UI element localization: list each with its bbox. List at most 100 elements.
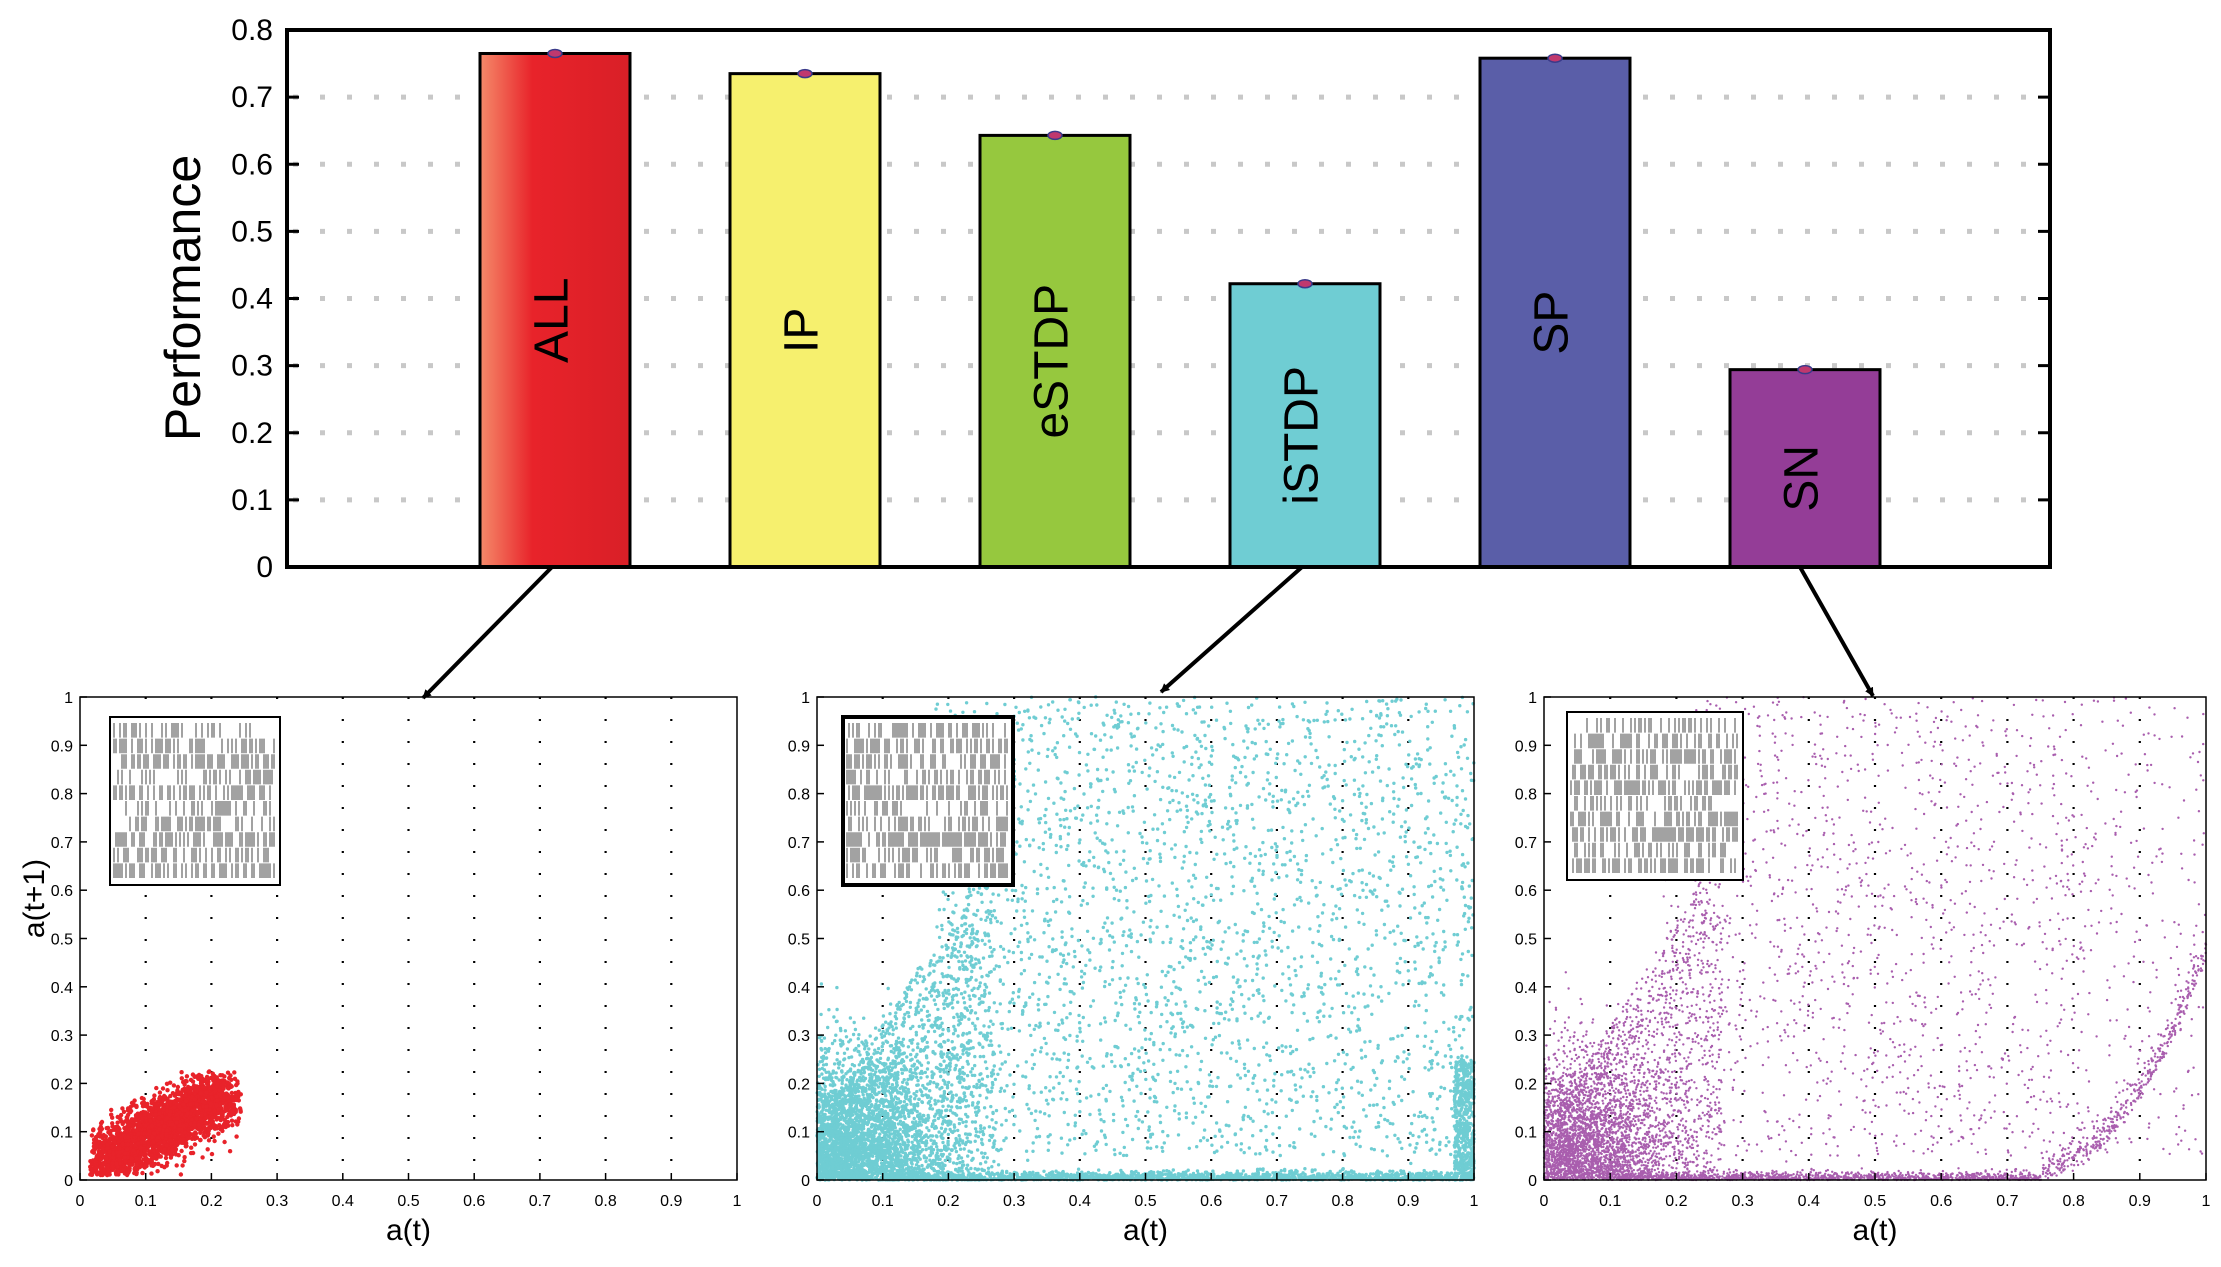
scatter-point xyxy=(211,1134,216,1139)
scatter-point xyxy=(219,1115,225,1120)
scatter-plot-istdp: 000.10.10.20.20.30.30.40.40.50.50.60.60.… xyxy=(788,690,1479,1247)
scatter-point xyxy=(220,1073,225,1078)
scatter-point xyxy=(852,1064,857,1068)
x-tick-label: 0.5 xyxy=(397,1193,419,1210)
scatter-point xyxy=(178,1172,184,1177)
scatter-point xyxy=(826,1025,830,1030)
scatter-point xyxy=(860,1040,864,1044)
scatter-point xyxy=(143,1123,148,1128)
scatter-point xyxy=(98,1129,103,1134)
scatter-point xyxy=(817,1155,822,1160)
scatter-point xyxy=(215,1081,220,1087)
error-marker xyxy=(547,48,563,59)
scatter-point xyxy=(909,1165,914,1170)
bar-y-tick-label: 0.6 xyxy=(231,148,273,181)
scatter-point xyxy=(831,1069,835,1073)
scatter-point xyxy=(89,1133,95,1138)
scatter-point xyxy=(177,1127,182,1133)
scatter-point xyxy=(165,1104,170,1109)
scatter-point xyxy=(823,1051,828,1055)
scatter-point xyxy=(127,1162,132,1167)
scatter-point xyxy=(161,1107,166,1112)
scatter-point xyxy=(902,1100,906,1104)
scatter-point xyxy=(206,1069,211,1075)
scatter-point xyxy=(89,1169,95,1175)
scatter-point xyxy=(817,1127,821,1131)
scatter-point xyxy=(861,1093,865,1097)
scatter-point xyxy=(206,1138,212,1143)
scatter-point xyxy=(174,1163,179,1168)
scatter-point xyxy=(199,1113,204,1118)
performance-bar-chart: 00.10.20.30.40.50.60.70.8 ALL IP eSTDP iSTD… xyxy=(155,14,2052,584)
scatter-point xyxy=(190,1132,195,1137)
scatter-point xyxy=(190,1150,196,1156)
scatter-point xyxy=(996,1163,1001,1167)
scatter-point xyxy=(109,1107,114,1113)
scatter-point xyxy=(91,1128,96,1133)
error-marker xyxy=(1547,53,1563,63)
scatter-point xyxy=(112,1139,117,1144)
scatter-point xyxy=(162,1147,167,1153)
scatter-point xyxy=(202,1126,207,1132)
scatter-point xyxy=(198,1091,204,1096)
scatter-point xyxy=(929,1138,933,1142)
scatter-point xyxy=(175,1084,181,1090)
scatter-point xyxy=(105,1165,111,1171)
scatter-point xyxy=(234,1082,239,1088)
scatter-point xyxy=(210,1074,215,1080)
x-tick-label: 0.4 xyxy=(332,1193,354,1210)
scatter-point xyxy=(994,1108,999,1113)
scatter-point xyxy=(842,1058,846,1062)
scatter-point xyxy=(188,1085,193,1091)
scatter-point xyxy=(234,1134,239,1139)
scatter-point xyxy=(147,1114,152,1119)
scatter-point xyxy=(875,1092,879,1097)
scatter-point xyxy=(822,1068,827,1072)
scatter-point xyxy=(164,1128,170,1133)
scatter-point xyxy=(169,1147,174,1153)
scatter-point xyxy=(827,1008,831,1012)
scatter-point xyxy=(93,1166,99,1171)
error-marker xyxy=(797,68,813,79)
scatter-point xyxy=(173,1152,179,1157)
scatter-point xyxy=(938,1087,942,1091)
scatter-point xyxy=(90,1148,96,1154)
scatter-points xyxy=(88,1069,243,1178)
scatter-point xyxy=(820,1147,825,1152)
x-tick-label: 0 xyxy=(76,1193,85,1210)
scatter-point xyxy=(125,1142,131,1147)
scatter-point xyxy=(230,1123,235,1128)
scatter-point xyxy=(171,1083,177,1088)
y-tick-label: 0.4 xyxy=(51,980,73,997)
scatter-point xyxy=(209,1125,214,1130)
scatter-point xyxy=(827,1095,831,1099)
scatter-point xyxy=(125,1120,130,1125)
scatter-point xyxy=(222,1139,227,1145)
scatter-point xyxy=(98,1152,103,1157)
scatter-point xyxy=(95,1171,101,1176)
scatter-point xyxy=(225,1070,231,1075)
scatter-point xyxy=(819,1038,824,1043)
scatter-point xyxy=(858,1053,862,1057)
bar-label-sn: SN xyxy=(1776,445,1829,512)
y-tick-label: 1 xyxy=(64,690,73,707)
scatter-point xyxy=(819,1110,823,1114)
scatter-point xyxy=(909,1052,913,1057)
scatter-point xyxy=(914,1163,919,1167)
scatter-point xyxy=(201,1096,206,1102)
scatter-point xyxy=(214,1094,219,1099)
scatter-point xyxy=(153,1102,159,1107)
scatter-point xyxy=(122,1155,128,1160)
scatter-point xyxy=(833,1039,837,1043)
scatter-point xyxy=(835,985,839,990)
scatter-point xyxy=(852,1020,856,1025)
scatter-point xyxy=(238,1109,243,1114)
scatter-point xyxy=(839,1028,843,1033)
scatter-point xyxy=(865,1083,869,1087)
scatter-point xyxy=(847,1055,851,1060)
scatter-point xyxy=(151,1139,156,1145)
scatter-point xyxy=(125,1134,130,1140)
error-marker xyxy=(1297,278,1313,289)
